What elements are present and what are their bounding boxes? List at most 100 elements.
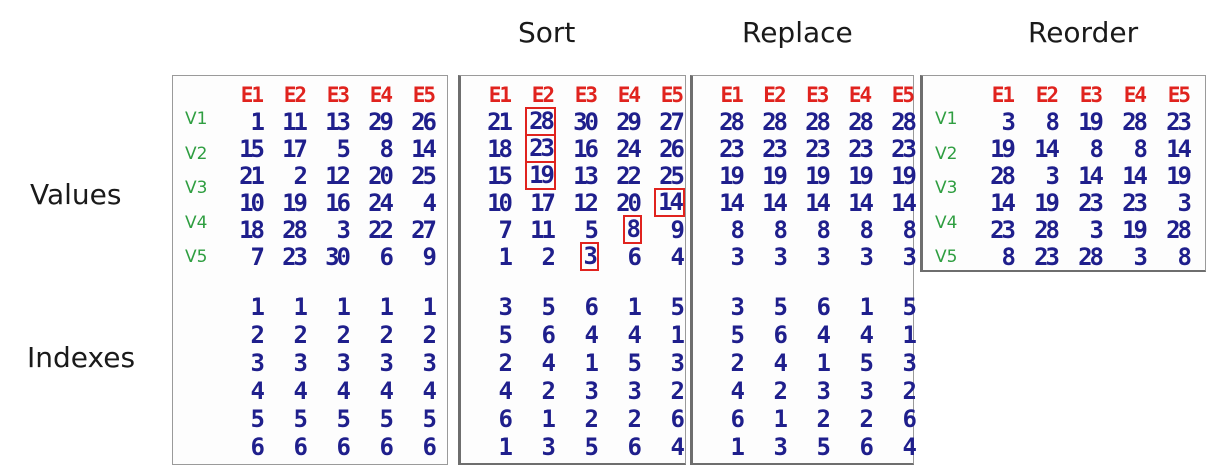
value-cell: 8 <box>1013 108 1061 136</box>
row-label: V1 <box>185 109 208 129</box>
value-cell: 8 <box>348 135 395 163</box>
index-cell: 5 <box>336 405 351 433</box>
column-header: E1 <box>488 83 512 107</box>
column-header: E1 <box>720 83 744 107</box>
index-cell: 3 <box>859 377 874 405</box>
index-cell: 2 <box>773 377 788 405</box>
value-cell: 23 <box>1013 243 1060 271</box>
value-cell: 28 <box>871 108 917 136</box>
value-cell: 5 <box>553 216 600 244</box>
value-cell: 13 <box>305 108 351 136</box>
index-cell: 3 <box>816 377 831 405</box>
column-header: E4 <box>617 83 641 107</box>
value-cell: 14 <box>1057 162 1104 190</box>
index-cell: 4 <box>541 349 556 377</box>
index-cell: 3 <box>584 377 599 405</box>
value-number: 30 <box>573 107 599 136</box>
value-cell: 23 <box>510 133 556 164</box>
value-number: 8 <box>1001 242 1017 271</box>
value-cell: 3 <box>871 243 918 271</box>
value-number: 3 <box>816 242 832 271</box>
value-cell: 7 <box>467 215 514 244</box>
value-cell: 18 <box>219 216 265 244</box>
value-cell: 7 <box>219 242 266 271</box>
index-cell: 4 <box>730 377 745 405</box>
index-cell: 4 <box>816 321 831 349</box>
index-cell: 5 <box>379 405 394 433</box>
value-number: 7 <box>498 215 514 244</box>
value-cell: 15 <box>219 134 265 163</box>
index-cell: 5 <box>670 293 685 321</box>
index-cell: 6 <box>670 405 685 433</box>
value-number: 23 <box>805 134 831 163</box>
value-cell: 14 <box>969 188 1016 217</box>
value-cell: 16 <box>305 189 351 217</box>
value-number: 14 <box>990 188 1016 217</box>
row-label: V4 <box>935 212 958 233</box>
value-cell: 19 <box>699 162 745 190</box>
value-number: 19 <box>805 161 831 190</box>
value-cell: 23 <box>785 134 831 163</box>
index-cell: 6 <box>859 433 874 461</box>
index-cell: 4 <box>627 321 642 349</box>
value-number: 3 <box>773 242 789 271</box>
index-cell: 4 <box>293 377 308 405</box>
row-label: V2 <box>935 143 958 164</box>
index-cell: 2 <box>816 405 831 433</box>
value-cell: 28 <box>828 107 874 136</box>
value-number: 26 <box>411 107 437 136</box>
value-number: 19 <box>848 161 874 190</box>
value-number: 15 <box>487 161 513 190</box>
value-number: 7 <box>250 242 266 271</box>
value-cell: 26 <box>391 107 437 136</box>
value-number: 28 <box>848 107 874 136</box>
value-cell: 4 <box>639 243 686 271</box>
value-number: 3 <box>336 215 352 244</box>
value-number: 19 <box>1122 215 1148 244</box>
value-number: 10 <box>487 188 513 217</box>
value-cell: 14 <box>1013 134 1060 163</box>
value-number: 23 <box>1166 107 1192 136</box>
value-number: 11 <box>282 107 308 136</box>
value-number: 13 <box>573 161 599 190</box>
index-cell: 5 <box>422 405 437 433</box>
value-cell: 27 <box>391 216 437 244</box>
value-cell: 29 <box>348 108 394 136</box>
column-header: E4 <box>369 83 393 107</box>
value-number: 15 <box>239 134 265 163</box>
value-cell: 23 <box>1057 189 1104 217</box>
index-cell: 6 <box>627 433 642 461</box>
sorted-selected-value: 14 <box>654 187 685 218</box>
index-cell: 2 <box>498 349 513 377</box>
value-number: 28 <box>1034 215 1060 244</box>
value-number: 28 <box>1122 107 1148 136</box>
index-cell: 1 <box>250 293 265 321</box>
value-number: 14 <box>1034 134 1060 163</box>
value-number: 23 <box>762 134 788 163</box>
value-number: 23 <box>719 134 745 163</box>
index-cell: 6 <box>541 321 556 349</box>
value-number: 26 <box>659 134 685 163</box>
value-cell: 9 <box>391 243 438 271</box>
value-cell: 11 <box>510 216 556 244</box>
value-number: 23 <box>848 134 874 163</box>
reorder-panel: E1 E2 E3 E4 E5 V1 V2 V3 V4 V5 3 8 19 28 23 19 14 8 8 14 28… <box>920 75 1206 272</box>
index-cell: 4 <box>773 349 788 377</box>
value-cell: 19 <box>871 162 917 190</box>
value-cell: 17 <box>262 135 308 163</box>
value-cell: 3 <box>1013 162 1061 190</box>
value-number: 28 <box>1166 215 1192 244</box>
value-number: 14 <box>762 188 788 217</box>
index-cell: 6 <box>584 293 599 321</box>
value-cell: 3 <box>785 242 832 271</box>
values-matrix: 1 11 13 29 26 15 17 5 8 14 21 2 12 20 25 10 19 16 24 4 18 28 3… <box>219 107 438 271</box>
value-cell: 26 <box>639 134 685 163</box>
index-cell: 5 <box>627 349 642 377</box>
reorder-title: Reorder <box>1028 16 1139 49</box>
sorted-selected-value: 28 <box>525 106 556 137</box>
value-cell: 28 <box>1101 107 1148 136</box>
value-number: 12 <box>573 188 599 217</box>
value-cell: 20 <box>596 189 642 217</box>
value-cell: 19 <box>742 162 788 190</box>
